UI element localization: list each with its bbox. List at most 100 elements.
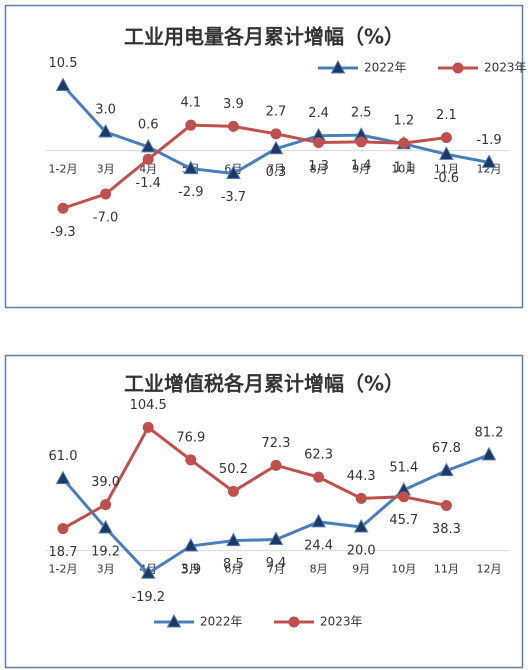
marker	[185, 119, 197, 131]
marker	[398, 491, 410, 503]
data-label: 20.0	[347, 544, 376, 559]
marker	[227, 120, 239, 132]
marker	[142, 421, 154, 433]
data-label: 76.9	[176, 430, 205, 445]
data-label: 38.3	[432, 522, 461, 537]
data-label: 9.4	[266, 556, 287, 571]
marker	[226, 165, 241, 180]
marker	[57, 523, 69, 535]
marker	[270, 459, 282, 471]
legend-label: 2022年	[364, 61, 407, 75]
data-label: -1.9	[476, 133, 501, 148]
marker	[98, 123, 113, 138]
data-label: 3.9	[180, 563, 201, 578]
x-tick-label: 4月	[139, 163, 157, 176]
legend-label: 2023年	[484, 61, 527, 75]
data-label: 1.2	[393, 114, 414, 129]
data-label: 62.3	[304, 448, 333, 463]
marker	[142, 153, 154, 165]
x-tick-label: 10月	[391, 163, 416, 176]
data-label: 72.3	[262, 436, 291, 451]
chart-title: 工业增值税各月累计增幅（%）	[124, 372, 404, 396]
data-label: -2.9	[178, 185, 203, 200]
marker	[355, 492, 367, 504]
data-label: -7.0	[93, 211, 118, 226]
marker	[288, 616, 300, 628]
marker	[481, 154, 497, 168]
marker	[226, 532, 241, 547]
data-label: 44.3	[347, 469, 376, 484]
data-label: 104.5	[130, 398, 167, 413]
marker	[55, 77, 71, 91]
marker	[166, 613, 182, 628]
marker	[270, 128, 282, 140]
data-label: 1.3	[308, 159, 329, 174]
legend-label: 2023年	[320, 615, 363, 629]
data-label: -3.7	[221, 190, 246, 205]
marker	[140, 565, 156, 579]
data-label: 1.1	[393, 160, 414, 175]
x-tick-label: 8月	[310, 163, 328, 176]
data-label: 50.2	[219, 462, 248, 477]
marker	[439, 146, 454, 160]
x-tick-label: 5月	[182, 563, 200, 576]
data-label: -0.6	[434, 171, 459, 186]
data-label: -9.3	[50, 225, 75, 240]
marker	[183, 537, 199, 552]
marker	[57, 202, 69, 214]
marker	[398, 137, 410, 149]
series-line	[62, 123, 447, 210]
data-label: 18.7	[49, 545, 78, 560]
marker	[439, 462, 454, 477]
data-label: 39.0	[91, 475, 120, 490]
data-label: 51.4	[389, 461, 418, 476]
data-label: 81.2	[475, 425, 504, 440]
x-tick-label: 1-2月	[49, 163, 78, 176]
x-tick-label: 9月	[352, 563, 370, 576]
data-label: 2.4	[308, 106, 329, 121]
data-label: 45.7	[389, 513, 418, 528]
data-label: 2.5	[351, 106, 372, 121]
data-label: 2.7	[266, 104, 287, 119]
x-tick-label: 1-2月	[49, 563, 78, 576]
data-label: 0.3	[266, 165, 287, 180]
chart-title: 工业用电量各月累计增幅（%）	[124, 25, 404, 49]
data-label: 24.4	[304, 538, 333, 553]
x-tick-label: 12月	[477, 563, 502, 576]
data-label: 2.1	[436, 108, 457, 123]
marker	[183, 160, 199, 175]
x-tick-label: 7月	[267, 163, 285, 176]
marker	[268, 140, 284, 155]
marker	[440, 499, 452, 511]
marker	[313, 471, 325, 483]
marker	[353, 518, 369, 533]
data-label: 67.8	[432, 441, 461, 456]
x-tick-label: 11月	[434, 163, 459, 176]
marker	[311, 513, 326, 528]
data-label: 8.5	[223, 557, 244, 572]
marker	[185, 454, 197, 466]
data-label: 4.1	[180, 96, 201, 111]
data-label: 61.0	[49, 449, 78, 464]
marker	[481, 446, 497, 461]
x-tick-label: 10月	[391, 563, 416, 576]
marker	[55, 470, 71, 485]
data-label: 19.2	[91, 544, 120, 559]
marker	[268, 531, 284, 546]
marker	[100, 499, 112, 511]
x-tick-label: 8月	[310, 563, 328, 576]
marker	[452, 62, 464, 74]
data-label: 1.4	[351, 158, 372, 173]
data-label: 3.9	[223, 97, 244, 112]
series-line	[62, 425, 447, 530]
data-label: 10.5	[49, 56, 78, 71]
marker	[98, 519, 113, 534]
x-tick-label: 9月	[352, 163, 370, 176]
marker	[440, 132, 452, 144]
x-tick-label: 7月	[267, 563, 285, 576]
data-label: -19.2	[131, 590, 165, 605]
marker	[330, 59, 346, 74]
data-label: 0.6	[138, 117, 159, 132]
marker	[227, 485, 239, 497]
